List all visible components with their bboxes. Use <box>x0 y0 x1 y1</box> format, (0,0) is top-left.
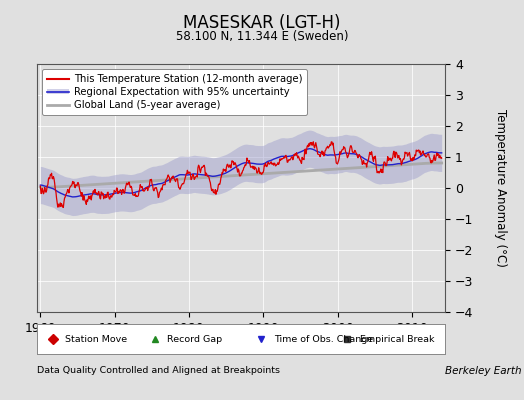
Y-axis label: Temperature Anomaly (°C): Temperature Anomaly (°C) <box>494 109 507 267</box>
Text: Empirical Break: Empirical Break <box>359 334 434 344</box>
Text: Record Gap: Record Gap <box>168 334 223 344</box>
Text: Data Quality Controlled and Aligned at Breakpoints: Data Quality Controlled and Aligned at B… <box>37 366 280 375</box>
Text: Time of Obs. Change: Time of Obs. Change <box>274 334 373 344</box>
Text: 58.100 N, 11.344 E (Sweden): 58.100 N, 11.344 E (Sweden) <box>176 30 348 43</box>
Legend: This Temperature Station (12-month average), Regional Expectation with 95% uncer: This Temperature Station (12-month avera… <box>42 69 307 115</box>
Text: MASESKAR (LGT-H): MASESKAR (LGT-H) <box>183 14 341 32</box>
Text: Station Move: Station Move <box>66 334 127 344</box>
Text: Berkeley Earth: Berkeley Earth <box>445 366 522 376</box>
